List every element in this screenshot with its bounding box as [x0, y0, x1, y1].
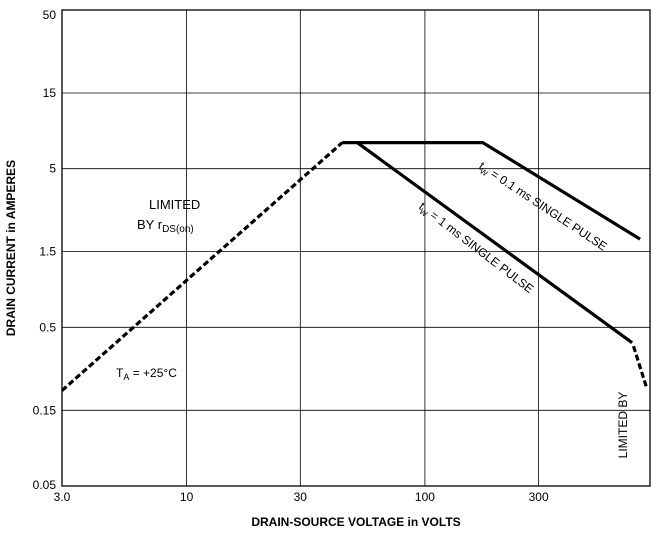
plot-frame [61, 9, 651, 487]
y-axis-label: DRAIN CURRENT in AMPERES [4, 160, 18, 336]
axis-ticks: 3.0 10 30 100 300 0.05 0.15 0.5 1.5 5 15 50 [33, 8, 549, 504]
x-tick-label: 100 [415, 490, 435, 504]
x-tick-label: 300 [529, 490, 549, 504]
series-line [342, 141, 641, 241]
x-tick-label: 10 [180, 490, 194, 504]
y-tick-label: 5 [49, 162, 56, 176]
y-tick-label: 0.5 [39, 320, 56, 334]
x-axis-label: DRAIN-SOURCE VOLTAGE in VOLTS [251, 515, 460, 529]
limited-by-label: LIMITED BY [616, 392, 630, 459]
y-tick-label: 50 [43, 8, 57, 22]
x-tick-label: 3.0 [54, 490, 71, 504]
y-tick-label: 0.15 [33, 403, 57, 417]
grid [62, 10, 650, 486]
series [60, 141, 648, 392]
y-tick-label: 1.5 [39, 245, 56, 259]
rds-limit-label-line1: LIMITED [149, 197, 200, 212]
y-tick-label: 0.05 [33, 478, 57, 492]
series-line [60, 141, 344, 392]
y-tick-label: 15 [43, 86, 57, 100]
series-line [356, 141, 634, 344]
series-line [631, 345, 648, 388]
temperature-label: TA = +25°C [116, 366, 177, 382]
rds-limit-label-line2: BY rDS(on) [137, 217, 194, 235]
x-tick-label: 30 [294, 490, 308, 504]
pulse-1ms-label: tW = 1 ms SINGLE PULSE [415, 199, 536, 297]
